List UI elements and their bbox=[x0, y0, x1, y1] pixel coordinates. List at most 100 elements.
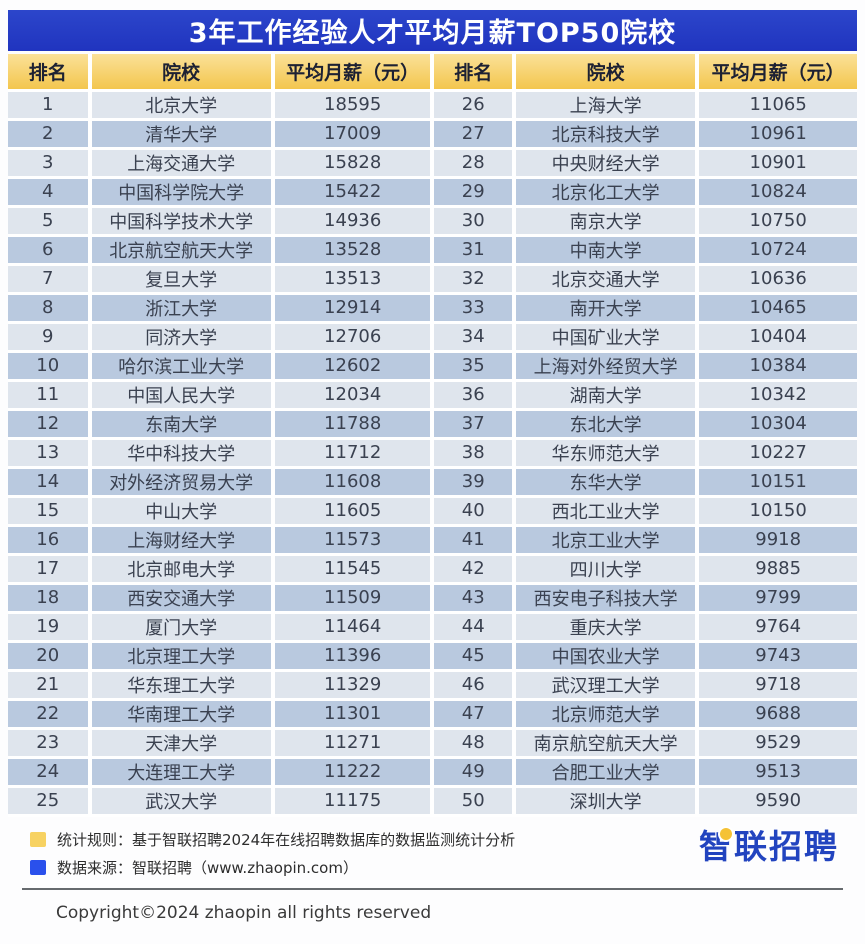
rank-cell: 25 bbox=[8, 786, 92, 817]
school-cell: 北京理工大学 bbox=[89, 641, 275, 672]
school-cell: 上海对外经贸大学 bbox=[513, 351, 700, 382]
rank-cell: 29 bbox=[432, 177, 516, 208]
rank-cell: 42 bbox=[432, 554, 516, 585]
school-cell: 东北大学 bbox=[513, 409, 700, 440]
salary-cell: 10404 bbox=[697, 322, 857, 353]
school-cell: 北京化工大学 bbox=[513, 177, 700, 208]
school-cell: 西安交通大学 bbox=[89, 583, 275, 614]
table-row: 23 天津大学 11271 48 南京航空航天大学 9529 bbox=[8, 728, 857, 759]
salary-cell: 11608 bbox=[272, 467, 435, 498]
rank-cell: 45 bbox=[432, 641, 516, 672]
salary-cell: 9799 bbox=[697, 583, 857, 614]
school-cell: 西北工业大学 bbox=[513, 496, 700, 527]
salary-cell: 9918 bbox=[697, 525, 857, 556]
salary-cell: 11301 bbox=[272, 699, 435, 730]
salary-cell: 12914 bbox=[272, 293, 435, 324]
salary-cell: 11464 bbox=[272, 612, 435, 643]
rank-cell: 8 bbox=[8, 293, 92, 324]
rank-cell: 35 bbox=[432, 351, 516, 382]
school-cell: 华东师范大学 bbox=[513, 438, 700, 469]
rank-cell: 6 bbox=[8, 235, 92, 266]
salary-cell: 13528 bbox=[272, 235, 435, 266]
rank-cell: 18 bbox=[8, 583, 92, 614]
table-row: 9 同济大学 12706 34 中国矿业大学 10404 bbox=[8, 322, 857, 353]
rank-cell: 11 bbox=[8, 380, 92, 411]
salary-cell: 12034 bbox=[272, 380, 435, 411]
rank-cell: 2 bbox=[8, 119, 92, 150]
rank-cell: 33 bbox=[432, 293, 516, 324]
table-row: 5 中国科学技术大学 14936 30 南京大学 10750 bbox=[8, 206, 857, 237]
school-cell: 中南大学 bbox=[513, 235, 700, 266]
rank-cell: 37 bbox=[432, 409, 516, 440]
rank-cell: 13 bbox=[8, 438, 92, 469]
footer-divider bbox=[22, 887, 843, 890]
rank-cell: 19 bbox=[8, 612, 92, 643]
school-cell: 上海财经大学 bbox=[89, 525, 275, 556]
footer: 统计规则：基于智联招聘2024年在线招聘数据库的数据监测统计分析 数据来源：智联… bbox=[8, 817, 857, 878]
salary-cell: 10636 bbox=[697, 264, 857, 295]
school-cell: 中国科学技术大学 bbox=[89, 206, 275, 237]
table-row: 11 中国人民大学 12034 36 湖南大学 10342 bbox=[8, 380, 857, 411]
table-row: 20 北京理工大学 11396 45 中国农业大学 9743 bbox=[8, 641, 857, 672]
rank-cell: 23 bbox=[8, 728, 92, 759]
school-cell: 南京大学 bbox=[513, 206, 700, 237]
school-cell: 东华大学 bbox=[513, 467, 700, 498]
rank-cell: 28 bbox=[432, 148, 516, 179]
rank-cell: 30 bbox=[432, 206, 516, 237]
salary-cell: 11222 bbox=[272, 757, 435, 788]
school-cell: 上海交通大学 bbox=[89, 148, 275, 179]
salary-cell: 10384 bbox=[697, 351, 857, 382]
salary-cell: 9513 bbox=[697, 757, 857, 788]
rank-cell: 46 bbox=[432, 670, 516, 701]
salary-cell: 9764 bbox=[697, 612, 857, 643]
school-cell: 东南大学 bbox=[89, 409, 275, 440]
rank-cell: 15 bbox=[8, 496, 92, 527]
salary-cell: 10342 bbox=[697, 380, 857, 411]
salary-cell: 11573 bbox=[272, 525, 435, 556]
stat-rule-text: 统计规则：基于智联招聘2024年在线招聘数据库的数据监测统计分析 bbox=[57, 830, 516, 849]
blue-swatch-icon bbox=[30, 859, 46, 875]
salary-cell: 9590 bbox=[697, 786, 857, 817]
rank-cell: 5 bbox=[8, 206, 92, 237]
table-row: 10 哈尔滨工业大学 12602 35 上海对外经贸大学 10384 bbox=[8, 351, 857, 382]
school-cell: 南京航空航天大学 bbox=[513, 728, 700, 759]
zhaopin-logo: 智联招聘 bbox=[699, 827, 839, 865]
salary-cell: 18595 bbox=[272, 90, 435, 121]
school-cell: 上海大学 bbox=[513, 90, 700, 121]
rank-cell: 36 bbox=[432, 380, 516, 411]
copyright-text: Copyright©2024 zhaopin all rights reserv… bbox=[56, 902, 432, 923]
logo-dot-icon bbox=[720, 827, 732, 840]
salary-cell: 17009 bbox=[272, 119, 435, 150]
table-row: 19 厦门大学 11464 44 重庆大学 9764 bbox=[8, 612, 857, 643]
column-header-rank-right: 排名 bbox=[432, 54, 516, 92]
salary-cell: 12706 bbox=[272, 322, 435, 353]
table-row: 13 华中科技大学 11712 38 华东师范大学 10227 bbox=[8, 438, 857, 469]
page-title: 3年工作经验人才平均月薪TOP50院校 bbox=[8, 10, 857, 51]
salary-cell: 10465 bbox=[697, 293, 857, 324]
table-header: 排名 院校 平均月薪（元） 排名 院校 平均月薪（元） bbox=[8, 54, 857, 92]
salary-cell: 10901 bbox=[697, 148, 857, 179]
table-row: 17 北京邮电大学 11545 42 四川大学 9885 bbox=[8, 554, 857, 585]
salary-cell: 11788 bbox=[272, 409, 435, 440]
salary-cell: 10304 bbox=[697, 409, 857, 440]
rank-cell: 41 bbox=[432, 525, 516, 556]
school-cell: 中国农业大学 bbox=[513, 641, 700, 672]
salary-table: 排名 院校 平均月薪（元） 排名 院校 平均月薪（元） 1 北京大学 18595 26… bbox=[8, 54, 857, 817]
school-cell: 中国科学院大学 bbox=[89, 177, 275, 208]
salary-cell: 10824 bbox=[697, 177, 857, 208]
school-cell: 厦门大学 bbox=[89, 612, 275, 643]
table-row: 18 西安交通大学 11509 43 西安电子科技大学 9799 bbox=[8, 583, 857, 614]
school-cell: 武汉大学 bbox=[89, 786, 275, 817]
salary-cell: 10750 bbox=[697, 206, 857, 237]
salary-cell: 10227 bbox=[697, 438, 857, 469]
school-cell: 中国人民大学 bbox=[89, 380, 275, 411]
school-cell: 清华大学 bbox=[89, 119, 275, 150]
rank-cell: 34 bbox=[432, 322, 516, 353]
salary-table-body: 1 北京大学 18595 26 上海大学 11065 2 清华大学 17009 27 北京科技大学 1… bbox=[8, 90, 857, 817]
salary-cell: 12602 bbox=[272, 351, 435, 382]
column-header-salary-right: 平均月薪（元） bbox=[697, 54, 857, 92]
table-row: 8 浙江大学 12914 33 南开大学 10465 bbox=[8, 293, 857, 324]
rank-cell: 38 bbox=[432, 438, 516, 469]
table-row: 14 对外经济贸易大学 11608 39 东华大学 10151 bbox=[8, 467, 857, 498]
school-cell: 南开大学 bbox=[513, 293, 700, 324]
